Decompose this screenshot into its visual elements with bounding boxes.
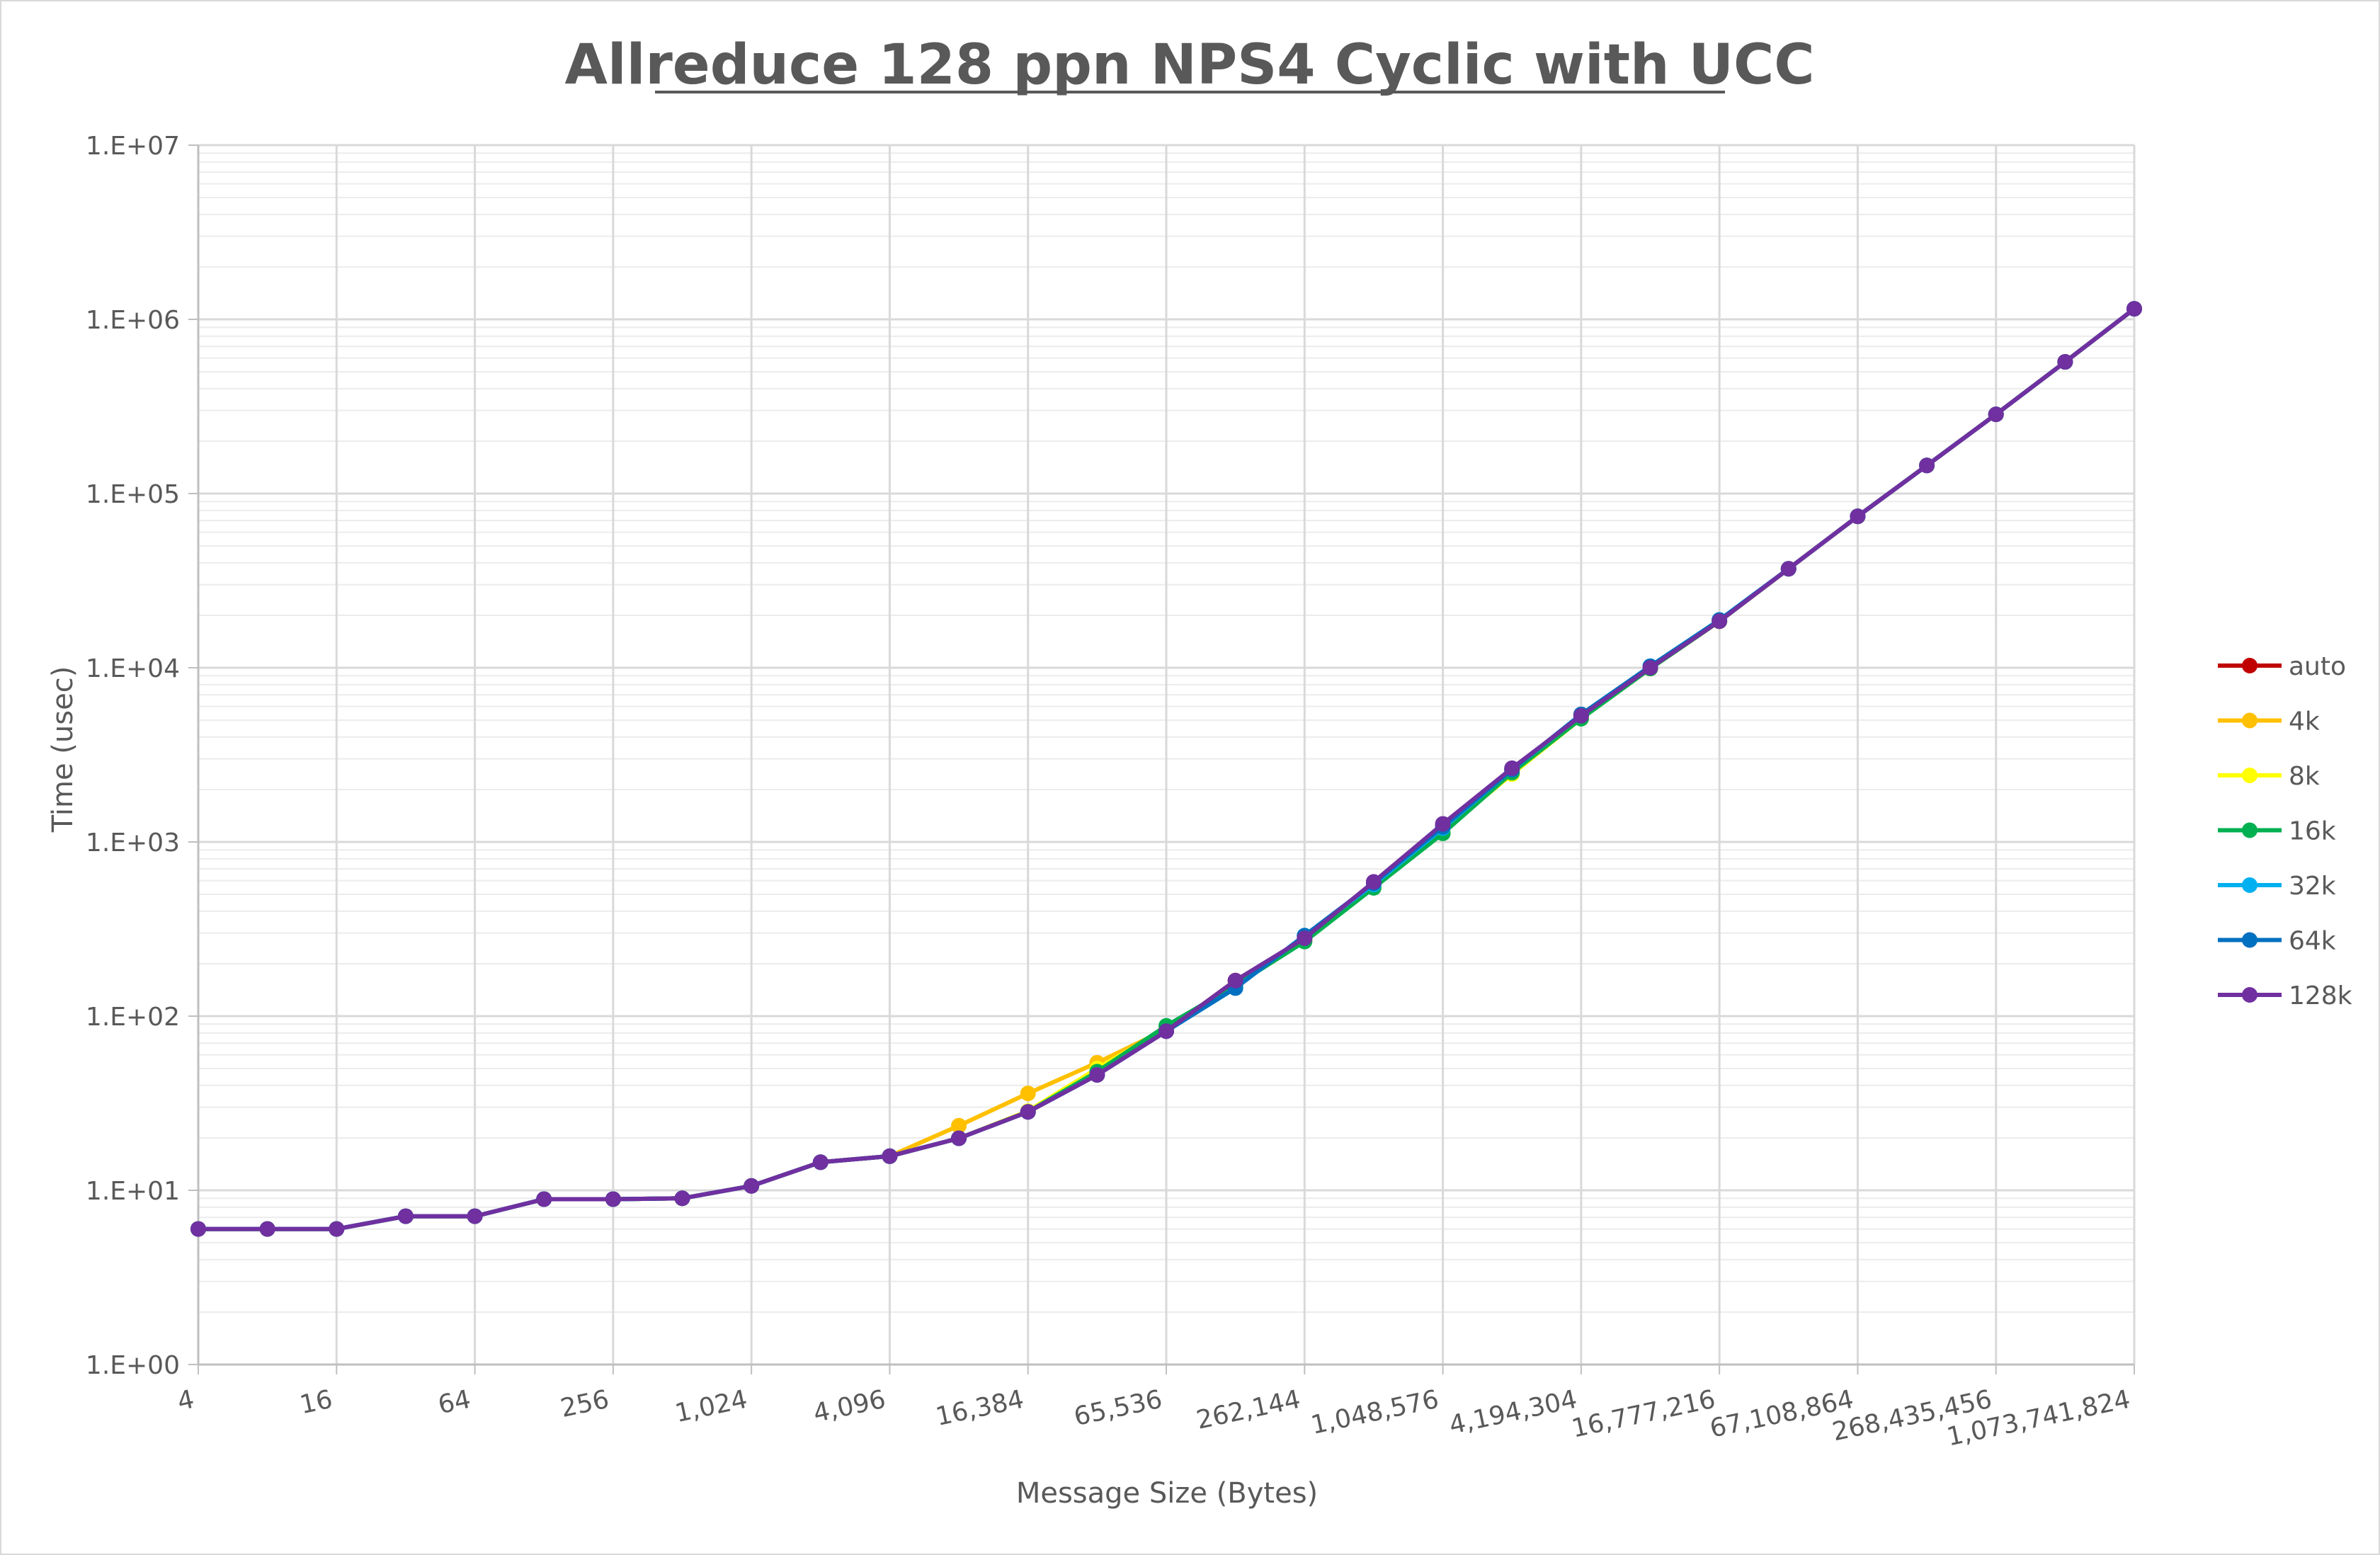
- data-point-128k: [467, 1208, 483, 1224]
- legend-item-auto: auto: [2218, 652, 2346, 681]
- data-point-128k: [329, 1221, 345, 1237]
- data-point-128k: [812, 1154, 829, 1170]
- legend: auto 4k 8k 16k 32k 64k 128k: [2218, 652, 2352, 1010]
- data-point-128k: [1919, 457, 1935, 474]
- data-point-128k: [1365, 874, 1382, 890]
- data-point-4k: [1020, 1086, 1036, 1102]
- data-point-128k: [1850, 508, 1866, 525]
- series-128k: [190, 301, 2142, 1237]
- legend-label: 64k: [2289, 927, 2336, 956]
- data-point-128k: [882, 1148, 898, 1164]
- data-point-128k: [536, 1191, 552, 1207]
- legend-swatch-marker: [2242, 822, 2257, 838]
- y-tick-label: 1.E+02: [86, 1003, 180, 1032]
- y-tick-label: 1.E+00: [86, 1351, 180, 1380]
- legend-item-64k: 64k: [2218, 927, 2336, 956]
- data-point-128k: [2057, 354, 2073, 370]
- data-point-128k: [1573, 707, 1589, 724]
- x-tick-label: 16: [297, 1385, 335, 1420]
- data-point-128k: [951, 1130, 967, 1146]
- data-point-128k: [1504, 760, 1520, 776]
- data-point-128k: [1988, 406, 2004, 423]
- data-point-128k: [259, 1221, 275, 1237]
- legend-swatch-marker: [2242, 768, 2257, 783]
- x-axis-title: Message Size (Bytes): [1016, 1477, 1318, 1510]
- data-point-128k: [1297, 930, 1313, 946]
- data-point-128k: [605, 1191, 621, 1207]
- data-point-128k: [190, 1221, 206, 1237]
- legend-item-128k: 128k: [2218, 981, 2352, 1010]
- y-tick-label: 1.E+07: [86, 132, 180, 161]
- legend-label: 8k: [2289, 762, 2320, 791]
- data-point-128k: [397, 1208, 414, 1224]
- legend-label: 32k: [2289, 872, 2336, 901]
- data-point-128k: [674, 1190, 690, 1207]
- legend-label: 4k: [2289, 707, 2320, 736]
- y-tick-label: 1.E+06: [86, 306, 180, 335]
- y-axis-title: Time (usec): [47, 666, 79, 833]
- data-point-128k: [1642, 660, 1658, 676]
- data-point-128k: [744, 1178, 760, 1194]
- data-point-128k: [1020, 1104, 1036, 1120]
- y-tick-label: 1.E+01: [86, 1177, 180, 1206]
- legend-swatch-marker: [2242, 658, 2257, 673]
- y-tick-label: 1.E+04: [86, 654, 180, 683]
- legend-swatch-marker: [2242, 987, 2257, 1003]
- legend-item-16k: 16k: [2218, 817, 2336, 846]
- legend-swatch-marker: [2242, 877, 2257, 893]
- data-point-128k: [1158, 1023, 1174, 1039]
- data-series: [190, 301, 2142, 1237]
- data-point-128k: [1435, 816, 1451, 832]
- data-point-128k: [1780, 561, 1797, 577]
- data-point-4k: [951, 1117, 967, 1134]
- legend-swatch-marker: [2242, 712, 2257, 729]
- legend-swatch-marker: [2242, 932, 2257, 948]
- legend-item-32k: 32k: [2218, 872, 2336, 901]
- legend-label: auto: [2289, 652, 2346, 681]
- chart-title: Allreduce 128 ppn NPS4 Cyclic with UCC: [564, 33, 1814, 97]
- data-point-128k: [1089, 1066, 1105, 1083]
- y-tick-label: 1.E+05: [86, 480, 180, 509]
- gridlines: [197, 144, 2136, 1366]
- y-tick-label: 1.E+03: [86, 828, 180, 858]
- data-point-128k: [2126, 301, 2142, 317]
- legend-item-8k: 8k: [2218, 762, 2320, 791]
- legend-item-4k: 4k: [2218, 707, 2320, 736]
- legend-label: 128k: [2289, 981, 2352, 1010]
- data-point-128k: [1712, 613, 1728, 630]
- data-point-128k: [1227, 972, 1243, 989]
- axes: [188, 144, 2135, 1374]
- legend-label: 16k: [2289, 817, 2336, 846]
- x-tick-label: 64: [435, 1385, 473, 1420]
